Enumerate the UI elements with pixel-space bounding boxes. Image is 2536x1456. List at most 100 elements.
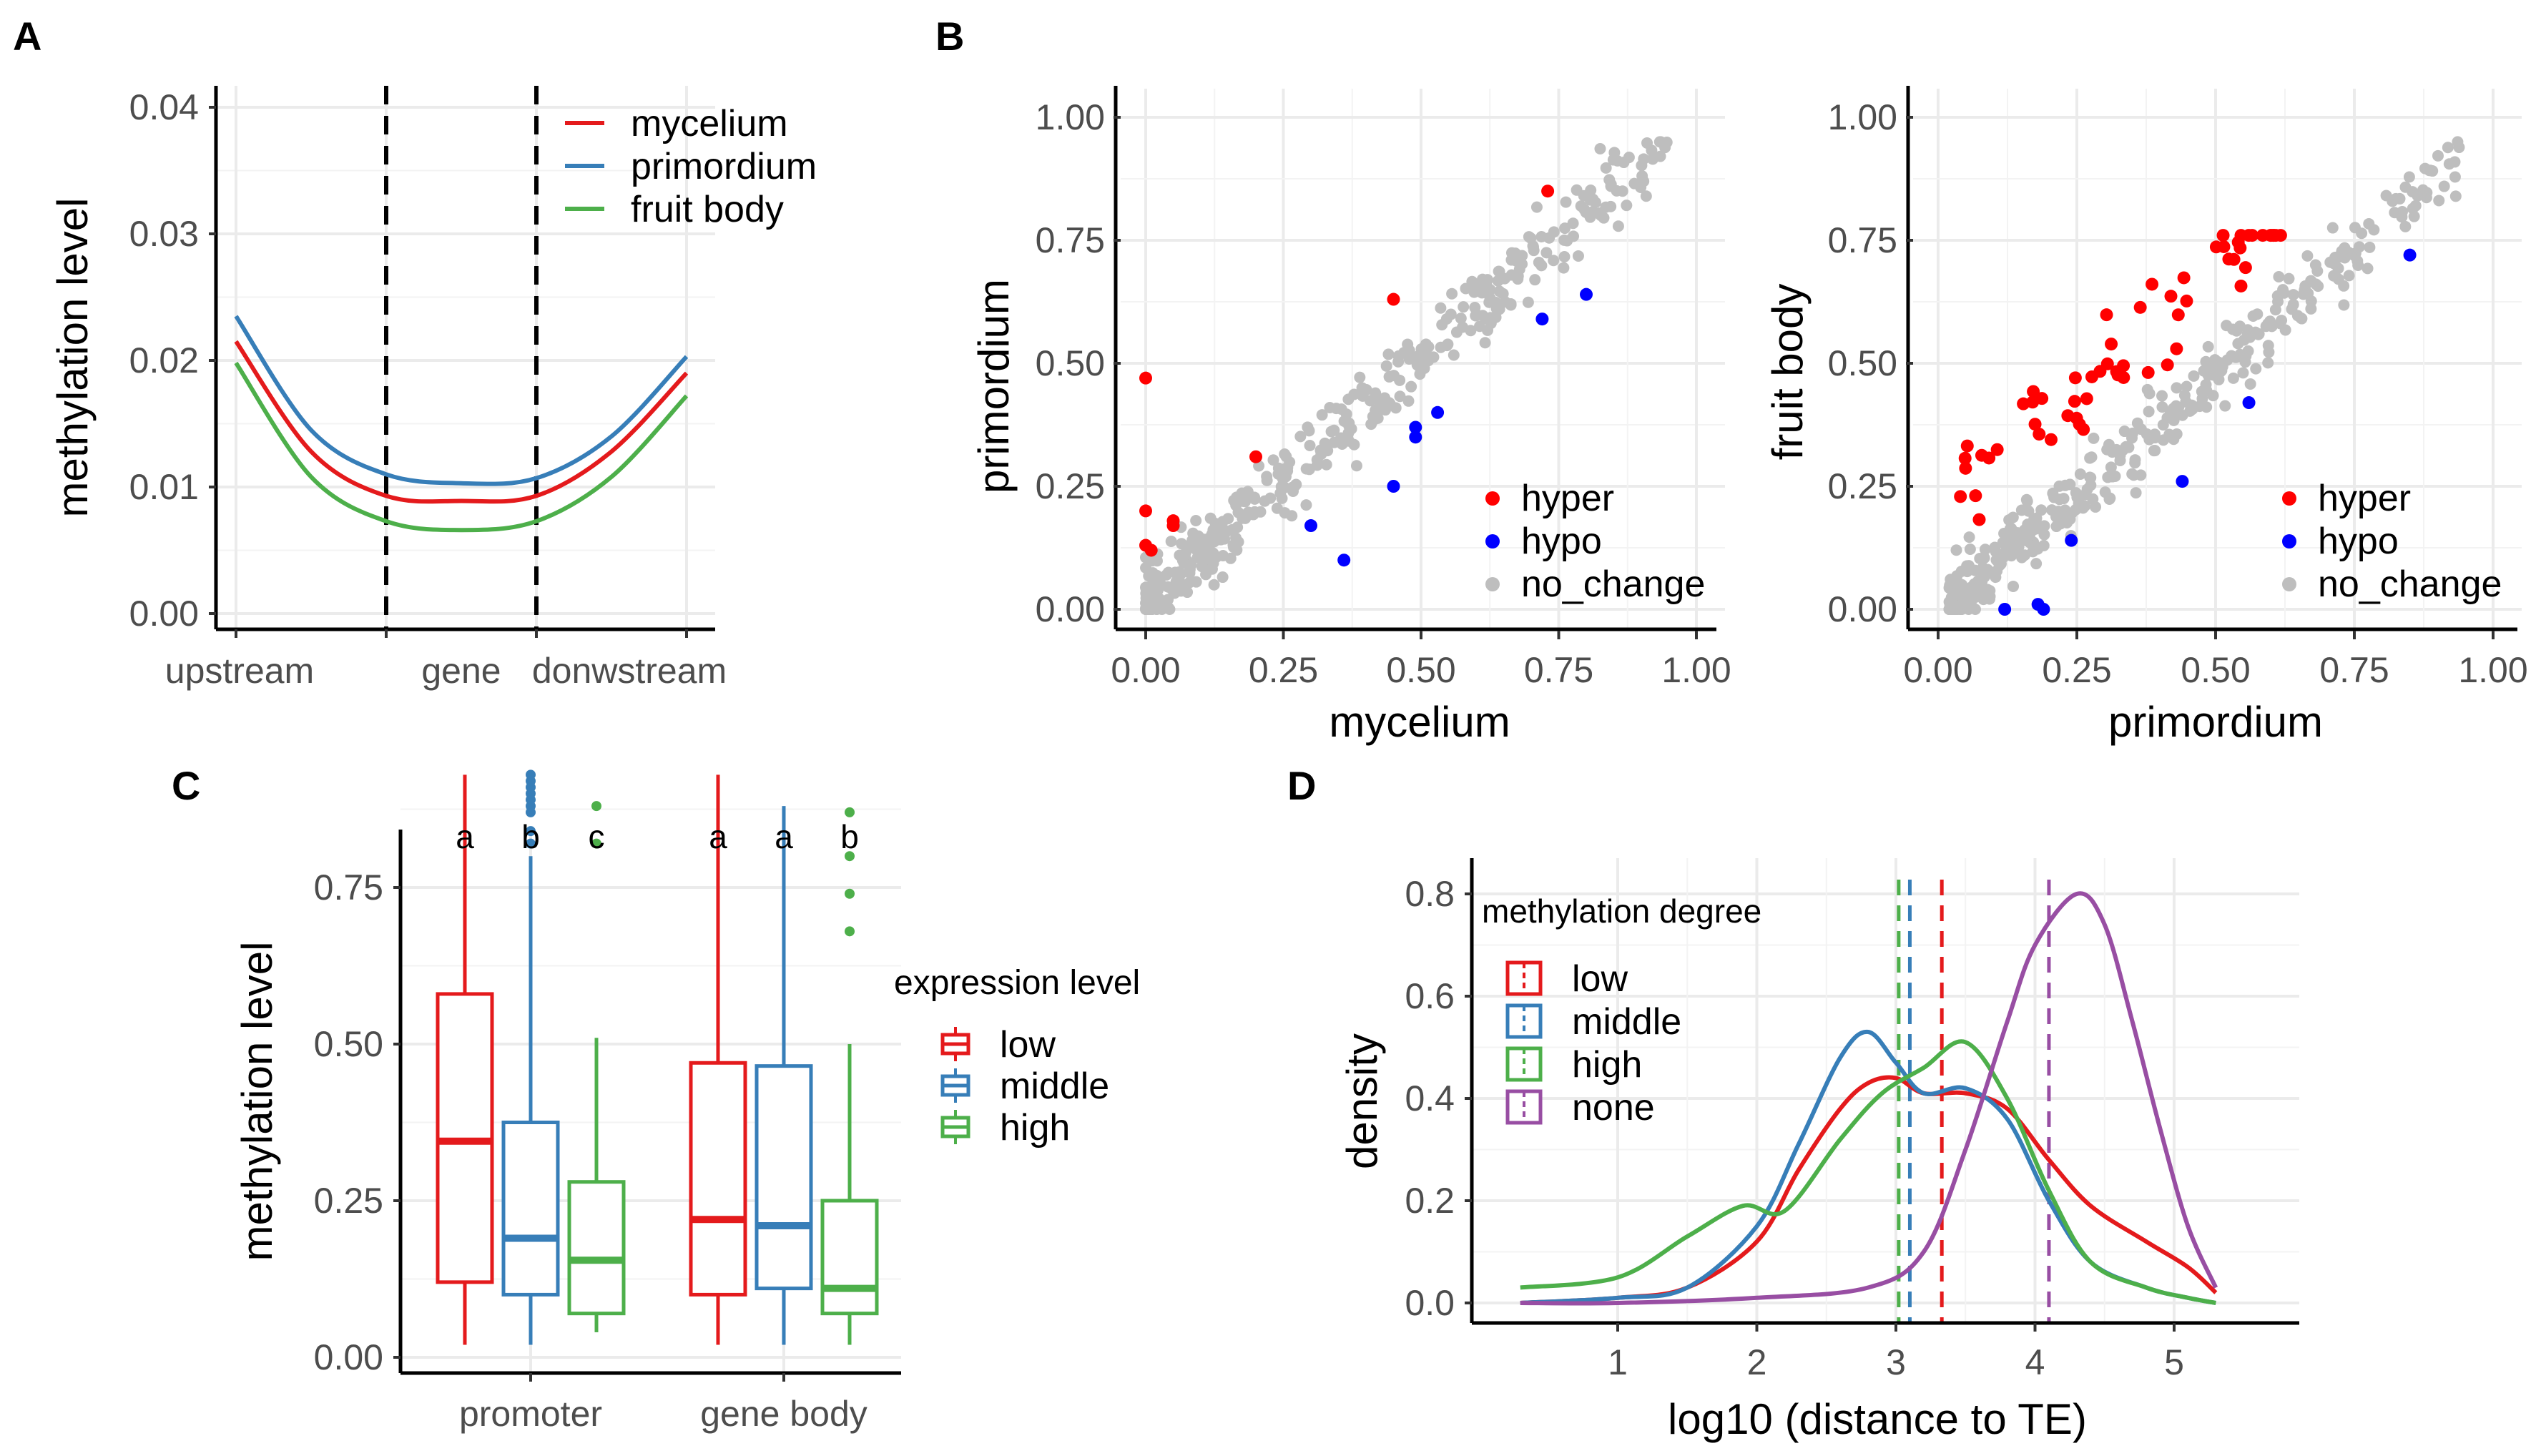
- significance-letter: a: [709, 818, 727, 855]
- point-no-change: [1989, 541, 2001, 554]
- point-no-change: [2283, 272, 2295, 285]
- point-hyper: [2231, 235, 2245, 249]
- point-no-change: [1607, 154, 1619, 166]
- point-no-change: [1482, 324, 1494, 336]
- point-no-change: [1335, 432, 1347, 444]
- point-no-change: [1304, 439, 1316, 451]
- point-no-change: [1354, 371, 1366, 383]
- point-no-change: [2123, 441, 2135, 453]
- point-no-change: [2015, 504, 2028, 516]
- point-no-change: [2135, 423, 2147, 436]
- point-no-change: [1600, 162, 1612, 174]
- point-no-change: [2202, 340, 2214, 353]
- scatter-x-tick-label: 0.25: [2042, 650, 2111, 690]
- scatter-legend-label: hypo: [2318, 521, 2399, 562]
- point-hyper: [1958, 451, 1972, 465]
- point-no-change: [2262, 357, 2274, 369]
- point-hyper: [2044, 433, 2058, 446]
- point-no-change: [2273, 271, 2285, 283]
- point-no-change: [2038, 528, 2050, 541]
- point-hyper: [2017, 397, 2030, 410]
- point-no-change: [2022, 518, 2034, 531]
- point-no-change: [2443, 158, 2455, 170]
- point-no-change: [1572, 250, 1584, 262]
- panel-d-x-tick-label: 2: [1747, 1342, 1767, 1382]
- point-no-change: [1529, 274, 1541, 286]
- point-no-change: [1325, 426, 1337, 438]
- point-no-change: [2242, 345, 2254, 357]
- panel-d-legend-label: low: [1572, 958, 1628, 1000]
- box-outlier: [526, 769, 536, 780]
- point-no-change: [2143, 405, 2155, 418]
- point-hyper: [1990, 443, 2004, 456]
- point-no-change: [2442, 142, 2454, 154]
- point-no-change: [1436, 319, 1448, 331]
- point-no-change: [2110, 443, 2123, 456]
- point-no-change: [1530, 201, 1543, 213]
- point-no-change: [2361, 262, 2374, 275]
- point-no-change: [1984, 585, 1996, 597]
- point-no-change: [1493, 265, 1505, 277]
- point-no-change: [1595, 210, 1607, 222]
- panel-a-series-line-1: [234, 315, 689, 486]
- point-no-change: [1460, 282, 1472, 295]
- point-no-change: [1398, 347, 1410, 359]
- point-no-change: [1348, 388, 1360, 400]
- point-no-change: [2171, 382, 2183, 394]
- panel-a-y-tick-label: 0.00: [129, 594, 199, 634]
- point-no-change: [2409, 200, 2422, 212]
- point-no-change: [2101, 443, 2113, 456]
- point-no-change: [1525, 232, 1537, 245]
- point-hyper: [2170, 342, 2183, 355]
- point-no-change: [1435, 302, 1447, 314]
- point-no-change: [1187, 527, 1199, 539]
- point-no-change: [1571, 184, 1583, 196]
- point-no-change: [1222, 513, 1234, 525]
- point-no-change: [1490, 302, 1503, 315]
- point-no-change: [2328, 270, 2340, 282]
- point-no-change: [1640, 190, 1652, 202]
- box-outlier: [845, 926, 855, 937]
- point-hypo: [1409, 431, 1422, 444]
- point-no-change: [1405, 380, 1417, 393]
- point-no-change: [2333, 251, 2345, 263]
- point-no-change: [2231, 325, 2243, 337]
- point-no-change: [2324, 256, 2336, 268]
- panel-d-density-line-high: [1520, 1039, 2216, 1305]
- point-no-change: [1181, 540, 1193, 552]
- point-hyper: [1960, 439, 1974, 453]
- point-no-change: [2125, 432, 2138, 444]
- panel-a-x-category-label: donwstream: [532, 651, 727, 691]
- point-no-change: [2156, 390, 2168, 402]
- point-no-change: [1991, 565, 2003, 577]
- point-no-change: [1387, 370, 1400, 382]
- point-hyper: [2070, 411, 2083, 425]
- scatter-x-tick-label: 1.00: [1661, 650, 1731, 690]
- point-no-change: [1320, 458, 1332, 471]
- point-no-change: [1197, 536, 1209, 549]
- point-no-change: [1567, 217, 1579, 230]
- point-hypo: [1431, 405, 1445, 419]
- point-no-change: [2181, 380, 2193, 393]
- point-no-change: [1962, 604, 1975, 615]
- point-hypo: [2242, 396, 2256, 410]
- panel-b-right-scatter: 0.00 0.25 0.50 0.75 1.00 0.00 0.25 0.50 0.75 1.0…: [1764, 86, 2528, 746]
- panel-b-right-x-label: primordium: [2108, 698, 2323, 746]
- significance-letter: a: [775, 818, 793, 855]
- point-no-change: [1261, 474, 1273, 486]
- point-no-change: [2105, 461, 2117, 473]
- panel-c-y-tick-label: 0.50: [314, 1024, 383, 1064]
- scatter-legend-label: no_change: [1521, 564, 1705, 605]
- point-no-change: [2053, 493, 2065, 506]
- point-no-change: [1190, 514, 1202, 526]
- scatter-x-tick-label: 0.75: [1524, 650, 1593, 690]
- point-no-change: [2079, 488, 2091, 501]
- point-no-change: [1954, 589, 1966, 601]
- scatter-legend-key: [1485, 577, 1500, 591]
- box-iqr: [567, 1180, 626, 1316]
- panel-a-legend-label: mycelium: [631, 103, 788, 144]
- point-no-change: [1319, 437, 1331, 449]
- point-no-change: [1594, 143, 1606, 155]
- point-no-change: [1156, 602, 1168, 614]
